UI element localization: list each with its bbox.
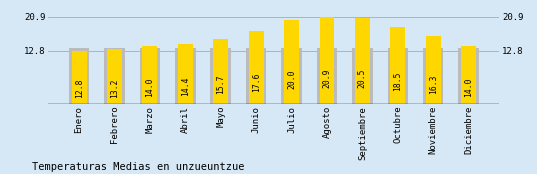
Bar [426, 36, 441, 104]
Text: 14.0: 14.0 [464, 77, 473, 97]
Bar [459, 48, 479, 104]
Bar [352, 48, 373, 104]
Text: 20.9: 20.9 [323, 68, 331, 88]
Bar [320, 17, 335, 104]
Bar [71, 51, 86, 104]
Text: 20.5: 20.5 [358, 69, 367, 88]
Text: 17.6: 17.6 [252, 73, 260, 92]
Text: 14.4: 14.4 [181, 77, 190, 96]
Bar [175, 48, 195, 104]
Bar [423, 48, 444, 104]
Bar [104, 48, 125, 104]
Bar [388, 48, 408, 104]
Text: 13.2: 13.2 [110, 78, 119, 98]
Text: Temperaturas Medias en unzueuntzue: Temperaturas Medias en unzueuntzue [32, 162, 245, 172]
Bar [211, 48, 231, 104]
Text: 18.5: 18.5 [393, 71, 402, 91]
Bar [107, 49, 122, 104]
Bar [142, 46, 157, 104]
Bar [461, 46, 476, 104]
Bar [140, 48, 160, 104]
Bar [281, 48, 302, 104]
Text: 12.8: 12.8 [75, 78, 84, 98]
Text: 15.7: 15.7 [216, 75, 225, 94]
Bar [390, 27, 405, 104]
Bar [69, 48, 89, 104]
Bar [317, 48, 337, 104]
Bar [178, 44, 193, 104]
Text: 16.3: 16.3 [429, 74, 438, 94]
Bar [213, 38, 228, 104]
Bar [355, 18, 370, 104]
Bar [249, 30, 264, 104]
Bar [284, 21, 299, 104]
Text: 20.0: 20.0 [287, 69, 296, 89]
Bar [246, 48, 266, 104]
Text: 14.0: 14.0 [146, 77, 155, 97]
